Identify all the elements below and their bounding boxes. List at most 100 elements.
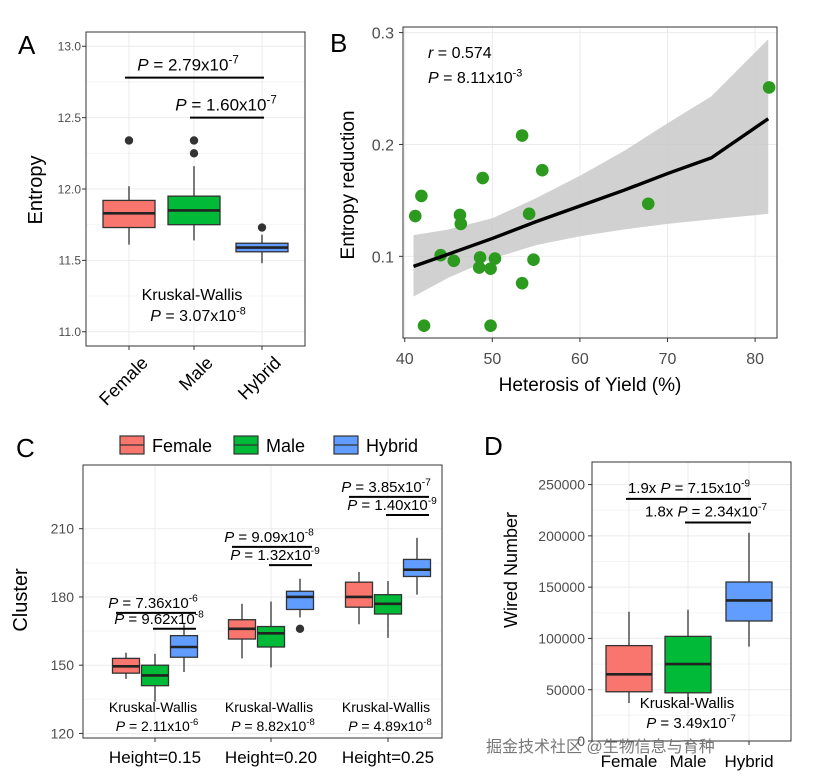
y-tick-label: 50000 (546, 682, 585, 698)
scatter-point (476, 171, 490, 185)
scatter-point (762, 81, 776, 94)
test-p-value: P = 4.89x10-8 (348, 717, 432, 734)
x-tick-label: Height=0.20 (225, 748, 317, 767)
scatter-point (473, 251, 487, 264)
y-tick-label: 210 (51, 521, 75, 537)
x-tick-label: 80 (746, 351, 764, 368)
y-axis-title: Wired Number (501, 512, 521, 628)
panel-label: B (330, 28, 347, 58)
category-0: P = 7.36x10-6P = 9.62x10-8 Kruskal-Wallis… (108, 594, 204, 767)
plot-frame (591, 461, 792, 742)
scatter-point (488, 252, 502, 265)
y-tick-label: 100000 (538, 630, 585, 646)
box-male (373, 581, 403, 638)
bracket-p-value: P = 7.36x10-6 (108, 594, 198, 612)
legend-label: Female (152, 436, 212, 456)
stat-r: r = 0.574 (428, 45, 492, 62)
panel-label: A (18, 30, 36, 60)
box-female (227, 603, 257, 659)
x-tick-label: Height=0.15 (109, 748, 201, 767)
box-outlier (295, 624, 305, 633)
y-tick-label: 250000 (538, 477, 585, 493)
legend-label: Hybrid (366, 436, 418, 456)
box-hybrid (169, 624, 199, 673)
stat-p: P = 8.11x10-3 (428, 67, 522, 87)
y-tick-label: 0 (577, 733, 585, 749)
y-tick-label: 12.5 (58, 111, 82, 125)
test-p-value: P = 3.49x10-7 (646, 714, 736, 732)
box-body (344, 581, 374, 608)
y-tick-label: 180 (51, 589, 75, 605)
category-2: P = 3.85x10-7P = 1.40x10-9 Kruskal-Wallis… (341, 478, 437, 767)
scatter-point (447, 254, 461, 268)
scatter-point (484, 262, 497, 275)
x-tick-label: 60 (571, 351, 589, 368)
box-female (605, 611, 653, 704)
test-p-value: P = 8.82x10-8 (231, 717, 315, 734)
scatter-point (415, 189, 428, 203)
box-hybrid (725, 532, 773, 647)
test-name: Kruskal-Wallis (342, 699, 430, 715)
x-tick-label: Male (175, 353, 217, 395)
scatter-point (454, 217, 468, 231)
y-tick-label: 11.0 (59, 325, 82, 339)
scatter-point (641, 197, 655, 211)
watermark: 掘金技术社区 @生物信息与育种 (486, 738, 715, 756)
regression-line (412, 117, 770, 269)
y-axis-title: Entropy (25, 156, 47, 225)
bracket-p-value: 1.8x P = 2.34x10-7 (645, 502, 767, 520)
box-male (256, 601, 286, 668)
test-p-value: P = 3.07x10-8 (150, 305, 246, 325)
box-hybrid (402, 537, 432, 595)
scatter-point (417, 319, 431, 332)
x-tick-label: Height=0.25 (342, 748, 434, 767)
box-body (605, 644, 653, 693)
box-body (285, 590, 315, 611)
plot-frame (85, 31, 306, 347)
scatter-point (535, 163, 549, 177)
box-body (256, 625, 286, 648)
scatter-point (527, 253, 540, 266)
y-tick-label: 150000 (538, 579, 585, 595)
y-tick-label: 150 (51, 657, 75, 673)
box-male (167, 136, 221, 241)
y-tick-label: 0.3 (372, 26, 394, 43)
box-male (664, 609, 712, 706)
box-outlier (189, 136, 199, 145)
x-tick-label: Hybrid (234, 353, 285, 404)
bracket-p-value: P = 2.79x10-7 (137, 55, 239, 75)
legend-label: Male (266, 436, 305, 456)
test-name: Kruskal-Wallis (142, 287, 243, 304)
y-tick-label: 200000 (538, 528, 585, 544)
box-hybrid (285, 578, 315, 633)
y-axis-title: Cluster (10, 568, 32, 632)
bracket-p-value: 1.9x P = 7.15x10-9 (628, 479, 750, 497)
x-tick-label: 40 (396, 351, 414, 368)
plot-frame (82, 464, 443, 739)
test-name: Kruskal-Wallis (225, 699, 313, 715)
bracket-p-value: P = 3.85x10-7 (341, 478, 431, 496)
x-tick-label: Hybrid (724, 752, 773, 771)
y-tick-label: 12.0 (58, 182, 82, 196)
box-outlier (257, 223, 267, 232)
x-tick-label: Male (670, 752, 707, 771)
bracket-p-value: P = 9.09x10-8 (224, 528, 314, 546)
y-tick-label: 120 (51, 725, 75, 741)
test-p-value: P = 2.11x10-6 (116, 717, 199, 734)
bracket-p-value: P = 9.62x10-8 (114, 610, 204, 628)
panel-a: 11.0 11.5 12.0 12.5 13.0 P = 2.79x10-7 P = 1.6… (18, 30, 306, 410)
x-tick-label: Female (95, 353, 152, 410)
scatter-point (515, 276, 529, 290)
panel-label: D (484, 431, 503, 461)
box-female (111, 652, 141, 679)
box-body (402, 558, 432, 578)
bracket-p-value: P = 1.32x10-9 (230, 546, 320, 564)
scatter-point (522, 207, 536, 221)
x-tick-label: 70 (659, 351, 677, 368)
bracket-p-value: P = 1.60x10-7 (175, 94, 277, 114)
y-tick-label: 13.0 (58, 40, 82, 54)
y-tick-label: 0.1 (372, 249, 394, 266)
x-tick-label: Female (601, 752, 658, 771)
x-tick-label: 50 (483, 351, 501, 368)
